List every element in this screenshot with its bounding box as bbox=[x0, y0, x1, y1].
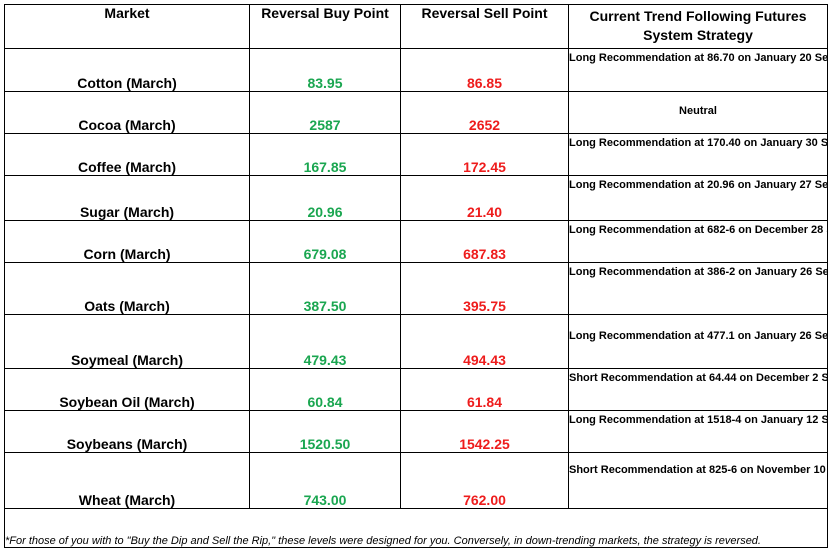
trend-cell: Neutral bbox=[568, 91, 828, 134]
sell-point-cell: 687.83 bbox=[400, 220, 569, 263]
sell-point-cell: 86.85 bbox=[400, 48, 569, 92]
market-cell: Oats (March) bbox=[4, 262, 250, 315]
table-row: Cotton (March) 83.95 86.85 Long Recommen… bbox=[4, 48, 828, 92]
table-row: Soybean Oil (March) 60.84 61.84 Short Re… bbox=[4, 368, 828, 411]
market-cell: Wheat (March) bbox=[4, 452, 250, 509]
trend-cell: Long Recommendation at 477.1 on January … bbox=[568, 314, 828, 369]
buy-point-cell: 743.00 bbox=[249, 452, 401, 509]
table-row: Oats (March) 387.50 395.75 Long Recommen… bbox=[4, 262, 828, 315]
trend-cell: Short Recommendation at 825-6 on Novembe… bbox=[568, 452, 828, 509]
table-row: Cocoa (March) 2587 2652 Neutral bbox=[4, 91, 828, 134]
sell-point-cell: 2652 bbox=[400, 91, 569, 134]
sell-point-cell: 61.84 bbox=[400, 368, 569, 411]
market-cell: Cocoa (March) bbox=[4, 91, 250, 134]
trend-cell: Long Recommendation at 170.40 on January… bbox=[568, 133, 828, 176]
market-cell: Cotton (March) bbox=[4, 48, 250, 92]
footnote: *For those of you with to "Buy the Dip a… bbox=[4, 508, 828, 548]
trend-cell: Long Recommendation at 86.70 on January … bbox=[568, 48, 828, 92]
market-cell: Soymeal (March) bbox=[4, 314, 250, 369]
market-cell: Soybeans (March) bbox=[4, 410, 250, 453]
sell-point-cell: 762.00 bbox=[400, 452, 569, 509]
buy-point-cell: 479.43 bbox=[249, 314, 401, 369]
trend-cell: Long Recommendation at 386-2 on January … bbox=[568, 262, 828, 315]
market-cell: Coffee (March) bbox=[4, 133, 250, 176]
footnote-row: *For those of you with to "Buy the Dip a… bbox=[4, 508, 828, 548]
table-row: Soymeal (March) 479.43 494.43 Long Recom… bbox=[4, 314, 828, 369]
buy-point-cell: 679.08 bbox=[249, 220, 401, 263]
sell-point-cell: 395.75 bbox=[400, 262, 569, 315]
column-header-buy: Reversal Buy Point bbox=[249, 4, 401, 49]
buy-point-cell: 20.96 bbox=[249, 175, 401, 221]
buy-point-cell: 2587 bbox=[249, 91, 401, 134]
table-row: Corn (March) 679.08 687.83 Long Recommen… bbox=[4, 220, 828, 263]
sell-point-cell: 494.43 bbox=[400, 314, 569, 369]
sell-point-cell: 1542.25 bbox=[400, 410, 569, 453]
table-row: Sugar (March) 20.96 21.40 Long Recommend… bbox=[4, 175, 828, 221]
table-row: Coffee (March) 167.85 172.45 Long Recomm… bbox=[4, 133, 828, 176]
column-header-market: Market bbox=[4, 4, 250, 49]
buy-point-cell: 60.84 bbox=[249, 368, 401, 411]
sell-point-cell: 21.40 bbox=[400, 175, 569, 221]
trend-cell: Long Recommendation at 20.96 on January … bbox=[568, 175, 828, 221]
sell-point-cell: 172.45 bbox=[400, 133, 569, 176]
table-row: Soybeans (March) 1520.50 1542.25 Long Re… bbox=[4, 410, 828, 453]
reversal-points-table: Market Reversal Buy Point Reversal Sell … bbox=[4, 4, 828, 548]
trend-cell: Long Recommendation at 682-6 on December… bbox=[568, 220, 828, 263]
market-cell: Sugar (March) bbox=[4, 175, 250, 221]
buy-point-cell: 167.85 bbox=[249, 133, 401, 176]
buy-point-cell: 83.95 bbox=[249, 48, 401, 92]
column-header-sell: Reversal Sell Point bbox=[400, 4, 569, 49]
trend-cell: Long Recommendation at 1518-4 on January… bbox=[568, 410, 828, 453]
buy-point-cell: 1520.50 bbox=[249, 410, 401, 453]
column-header-trend: Current Trend Following Futures System S… bbox=[568, 4, 828, 49]
market-cell: Corn (March) bbox=[4, 220, 250, 263]
market-cell: Soybean Oil (March) bbox=[4, 368, 250, 411]
trend-cell: Short Recommendation at 64.44 on Decembe… bbox=[568, 368, 828, 411]
buy-point-cell: 387.50 bbox=[249, 262, 401, 315]
header-row: Market Reversal Buy Point Reversal Sell … bbox=[4, 4, 828, 49]
table-row: Wheat (March) 743.00 762.00 Short Recomm… bbox=[4, 452, 828, 509]
